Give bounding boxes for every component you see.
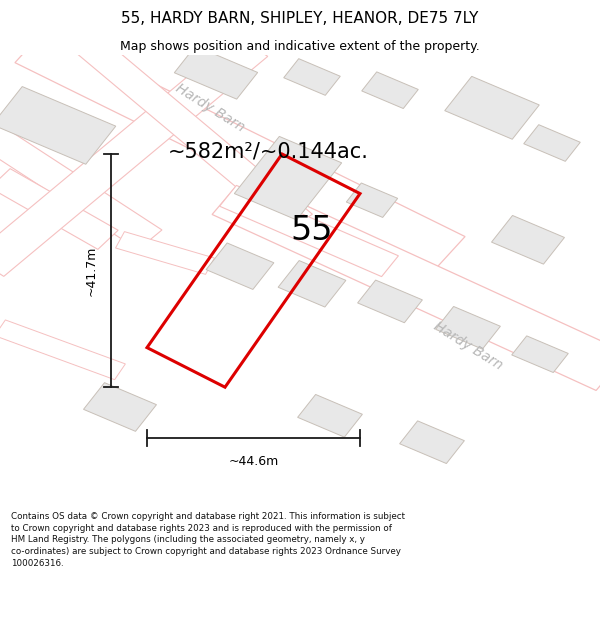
Polygon shape [0,124,162,249]
Polygon shape [278,261,346,307]
Polygon shape [0,86,116,164]
Text: Hardy Barn: Hardy Barn [431,319,505,372]
Text: ~44.6m: ~44.6m [229,456,278,468]
Polygon shape [212,177,600,391]
Polygon shape [362,72,418,109]
Polygon shape [524,124,580,161]
Polygon shape [15,30,465,269]
Polygon shape [512,336,568,372]
Text: 55: 55 [291,214,333,248]
Polygon shape [220,186,398,277]
Polygon shape [358,280,422,322]
Text: Contains OS data © Crown copyright and database right 2021. This information is : Contains OS data © Crown copyright and d… [11,512,405,568]
Text: Map shows position and indicative extent of the property.: Map shows position and indicative extent… [120,39,480,52]
Text: ~41.7m: ~41.7m [85,246,98,296]
Polygon shape [284,59,340,96]
Polygon shape [298,394,362,437]
Polygon shape [77,38,313,230]
Polygon shape [83,382,157,431]
Polygon shape [206,243,274,289]
Polygon shape [235,136,341,220]
Text: ~582m²/~0.144ac.: ~582m²/~0.144ac. [168,142,369,162]
Polygon shape [436,306,500,349]
Polygon shape [116,232,214,274]
Text: Hardy Barn: Hardy Barn [173,81,247,134]
Text: 55, HARDY BARN, SHIPLEY, HEANOR, DE75 7LY: 55, HARDY BARN, SHIPLEY, HEANOR, DE75 7L… [121,11,479,26]
Polygon shape [400,421,464,464]
Polygon shape [0,36,268,276]
Polygon shape [0,320,125,379]
Polygon shape [445,76,539,139]
Polygon shape [175,46,257,99]
Polygon shape [346,183,398,218]
Polygon shape [491,216,565,264]
Polygon shape [0,169,118,249]
